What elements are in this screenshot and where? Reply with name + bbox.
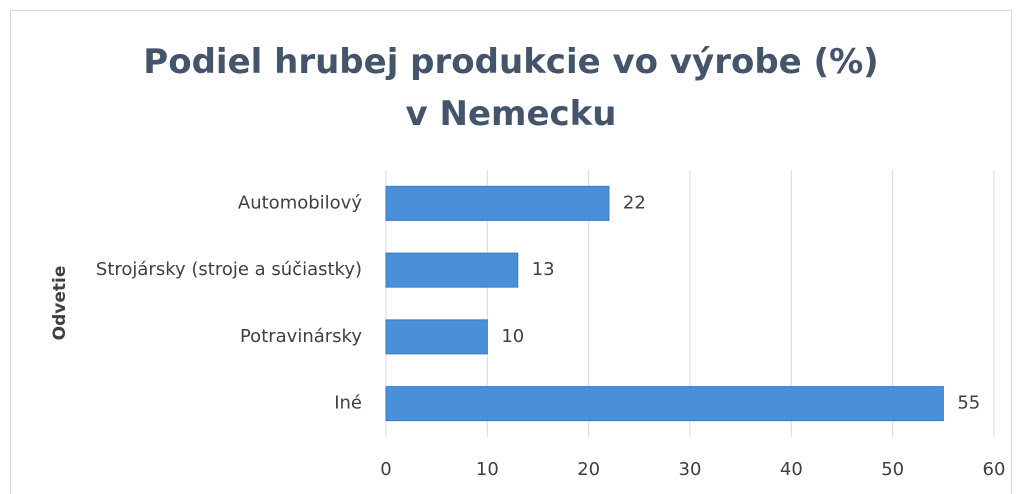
data-label: 13 (532, 259, 555, 280)
y-tick-label: Automobilový (238, 192, 362, 213)
x-tick-label: 20 (577, 459, 600, 480)
x-tick-label: 30 (679, 459, 702, 480)
x-tick-label: 0 (380, 459, 391, 480)
data-label: 10 (501, 326, 524, 347)
y-axis-label: Odvetie (50, 266, 70, 341)
x-tick-label: 50 (881, 459, 904, 480)
y-tick-label: Iné (334, 393, 362, 414)
bar (385, 185, 610, 221)
chart-title: Podiel hrubej produkcie vo výrobe (%) v … (143, 42, 879, 134)
data-label: 22 (623, 192, 646, 213)
bar (385, 386, 944, 422)
x-tick-label: 10 (476, 459, 499, 480)
x-tick-label: 40 (780, 459, 803, 480)
x-tick-label: 60 (983, 459, 1006, 480)
y-tick-label: Potravinársky (240, 326, 362, 347)
bar (385, 252, 519, 288)
y-tick-label: Strojársky (stroje a súčiastky) (96, 259, 362, 280)
chart-border (10, 10, 1012, 494)
data-label: 55 (957, 393, 980, 414)
bar (385, 319, 488, 355)
